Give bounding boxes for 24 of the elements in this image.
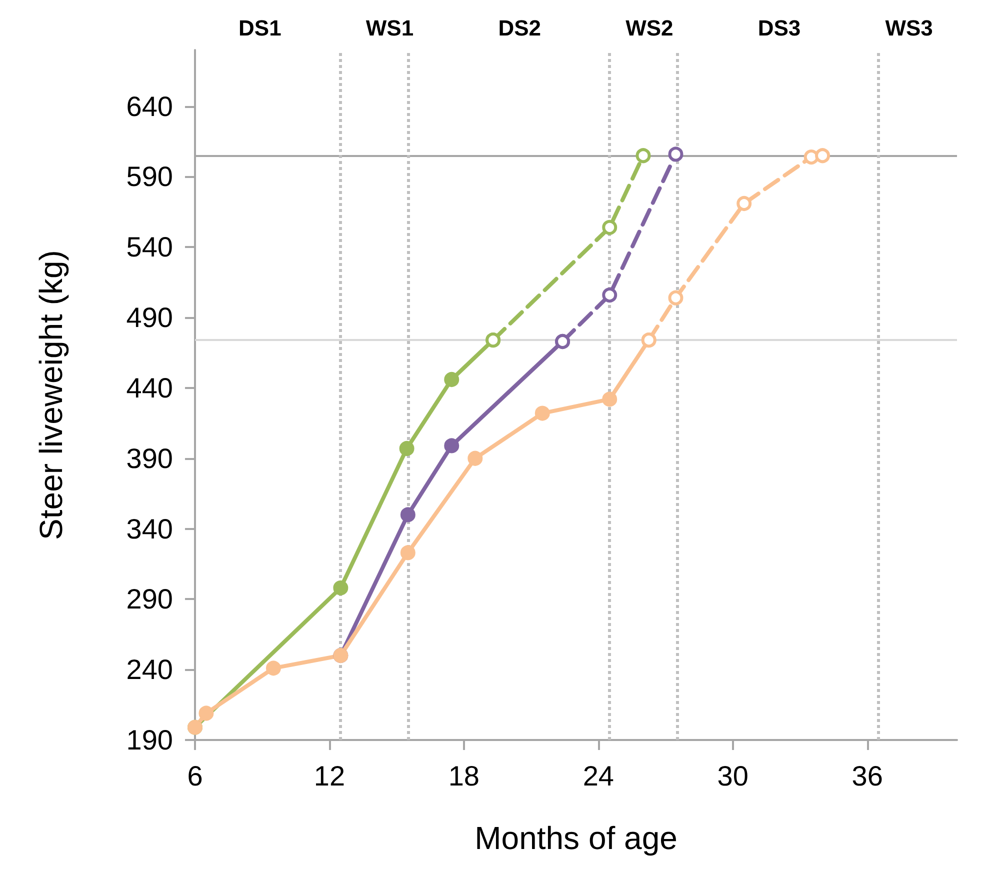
text: DS2 bbox=[498, 16, 541, 40]
y-tick-label: 640 bbox=[126, 90, 173, 122]
x-axis-title: Months of age bbox=[474, 820, 678, 856]
x-tick-label: 24 bbox=[582, 760, 614, 792]
y-tick-label: 340 bbox=[126, 513, 173, 544]
y-tick-label: 190 bbox=[126, 724, 173, 756]
y-tick-label: 390 bbox=[126, 442, 173, 474]
y-tick-label: 290 bbox=[126, 584, 173, 615]
y-tick-label: 590 bbox=[126, 161, 173, 192]
x-tick-label: 18 bbox=[448, 760, 480, 792]
text: WS3 bbox=[885, 16, 933, 40]
y-tick-label: 490 bbox=[126, 302, 173, 334]
x-tick-label: 36 bbox=[852, 760, 883, 792]
x-tick-label: 12 bbox=[314, 760, 346, 792]
text: WS1 bbox=[366, 16, 414, 40]
y-tick-label: 240 bbox=[126, 654, 173, 686]
y-axis-title: Steer liveweight (kg) bbox=[33, 250, 69, 540]
x-tick-label: 6 bbox=[187, 760, 203, 792]
text: DS3 bbox=[758, 16, 801, 40]
y-tick-label: 440 bbox=[126, 372, 173, 404]
y-tick-label: 540 bbox=[126, 232, 173, 263]
text: WS2 bbox=[626, 16, 674, 40]
x-tick-label: 30 bbox=[717, 760, 748, 792]
text: DS1 bbox=[238, 16, 282, 40]
